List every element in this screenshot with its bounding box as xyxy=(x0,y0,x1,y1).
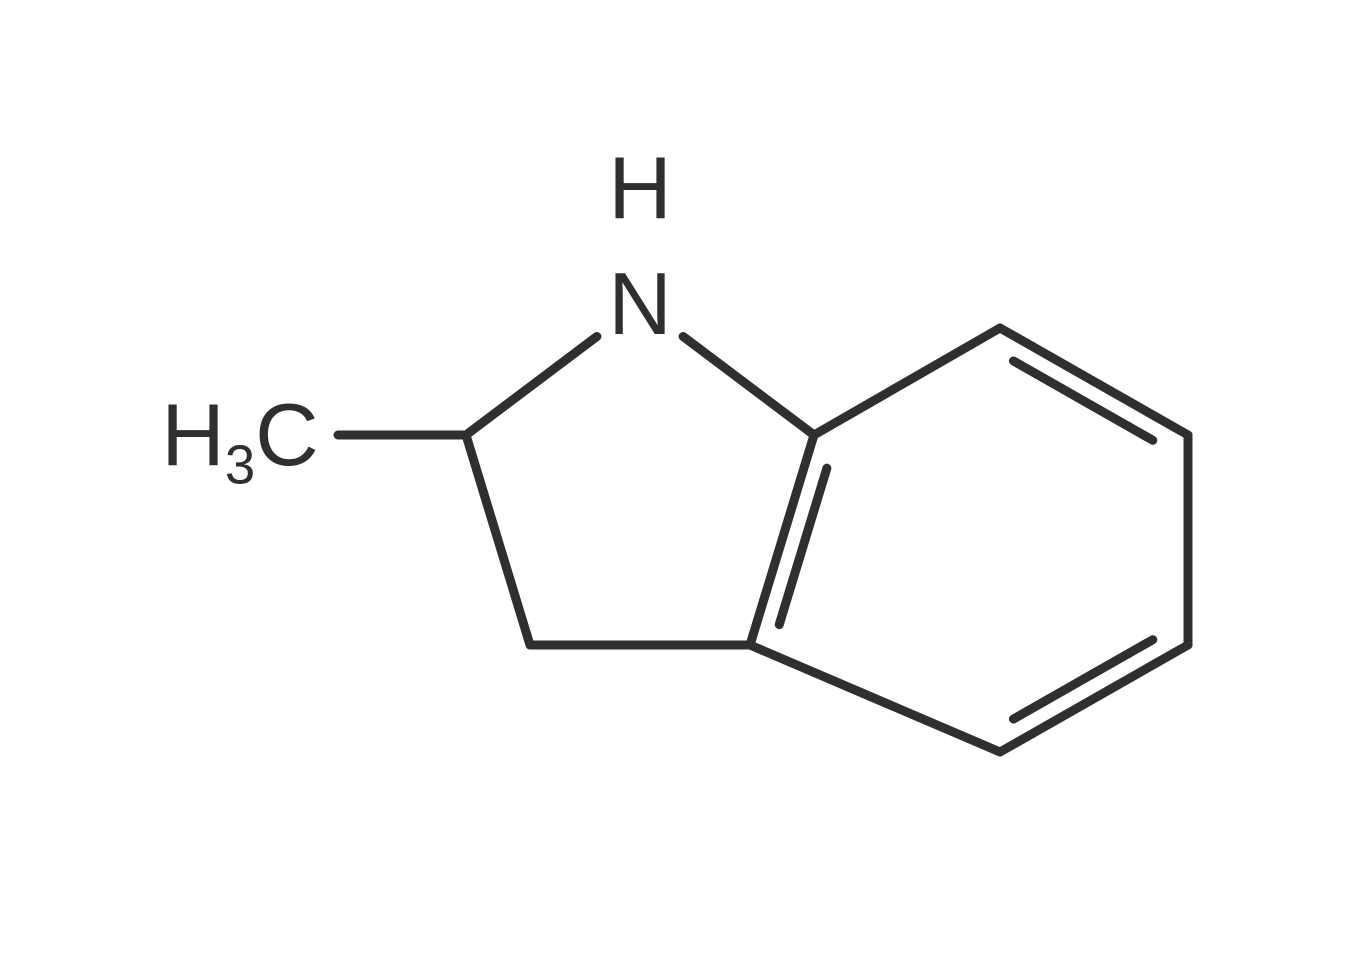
atom-label-nh: H xyxy=(608,144,672,232)
molecule-canvas: NH H3C xyxy=(0,0,1360,980)
atom-label-n: N xyxy=(608,260,672,348)
molecule-bonds-svg xyxy=(0,0,1360,980)
atom-label-ch3: H3C xyxy=(161,391,318,479)
